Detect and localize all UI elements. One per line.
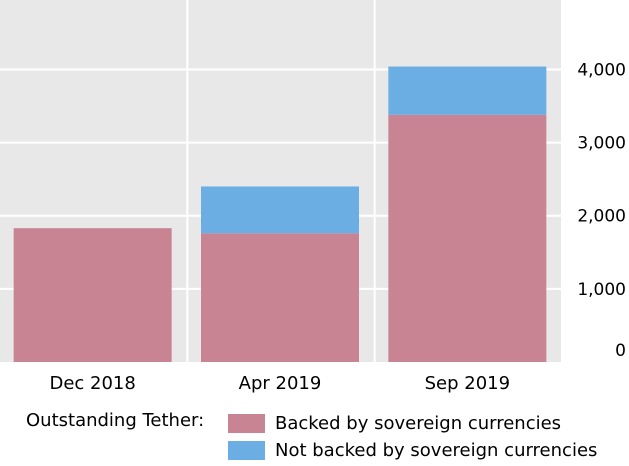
y-tick-label: 3,000 (577, 134, 626, 154)
y-tick-label: 1,000 (577, 280, 626, 300)
y-tick-label: 4,000 (577, 60, 626, 80)
legend-swatch-not-backed (228, 440, 265, 460)
bar-not-backed-3 (388, 66, 547, 115)
chart-area: Dec 2018 Apr 2019 Sep 2019 0 1,000 2,000 3,000… (0, 0, 626, 394)
bar-backed-2 (201, 233, 359, 362)
legend-label-not-backed: Not backed by sovereign currencies (275, 439, 598, 461)
stacked-bar-chart: Dec 2018 Apr 2019 Sep 2019 0 1,000 2,000 3,000… (0, 0, 626, 394)
legend-item-not-backed: Not backed by sovereign currencies (228, 437, 597, 463)
legend: Outstanding Tether: Backed by sovereign … (0, 404, 629, 466)
x-tick-label: Dec 2018 (49, 373, 135, 394)
legend-title: Outstanding Tether: (26, 410, 205, 431)
y-tick-label: 2,000 (577, 207, 626, 227)
legend-item-backed: Backed by sovereign currencies (228, 410, 561, 436)
bar-not-backed-2 (201, 186, 359, 234)
y-tick-label: 0 (615, 341, 626, 361)
x-tick-label: Apr 2019 (239, 373, 322, 394)
x-tick-label: Sep 2019 (425, 373, 510, 394)
legend-label-backed: Backed by sovereign currencies (275, 412, 562, 434)
legend-swatch-backed (228, 413, 265, 433)
bar-backed-1 (13, 228, 172, 362)
bar-backed-3 (388, 114, 547, 362)
